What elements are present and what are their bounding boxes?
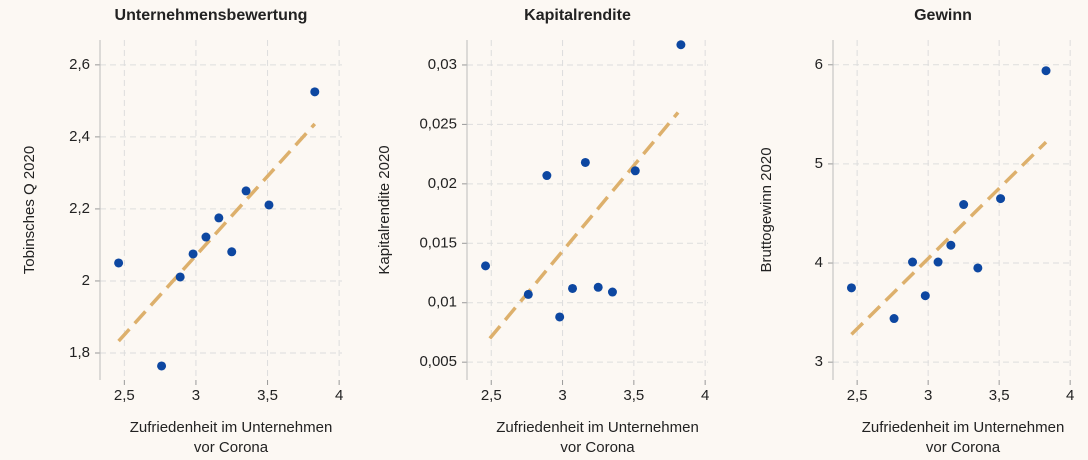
y-tick-label: 2 [82,272,90,289]
x-tick-label: 3 [558,387,566,404]
point [676,40,686,50]
point [846,283,856,293]
point [946,240,956,250]
y-tick-label: 0,025 [419,115,457,132]
y-tick-label: 0,03 [428,56,457,73]
point [188,249,198,259]
point [555,312,565,322]
point [933,257,943,267]
chart-title: Unternehmensbewertung [115,7,308,24]
point [568,283,578,293]
x-tick-label: 3,5 [623,387,644,404]
x-axis-label: vor Corona [926,439,1001,456]
y-tick-label: 1,8 [69,344,90,361]
point [889,314,899,324]
point [580,157,590,167]
point [214,213,224,223]
y-tick-label: 4 [815,254,823,271]
point [175,272,185,282]
y-tick-label: 2,2 [69,200,90,217]
y-tick-label: 0,015 [419,234,457,251]
point [114,258,124,268]
point [630,166,640,176]
x-axis-label: Zufriedenheit im Unternehmen [496,419,699,436]
point [157,361,167,371]
point [310,87,320,97]
chart-title: Gewinn [914,7,972,24]
point [908,257,918,267]
point [607,287,617,297]
x-tick-label: 3,5 [257,387,278,404]
x-tick-label: 2,5 [481,387,502,404]
point [481,261,491,271]
trend-line [488,111,680,340]
y-tick-label: 2,4 [69,128,90,145]
x-tick-label: 3,5 [989,387,1010,404]
trend-line [117,122,317,343]
point [959,200,969,210]
y-tick-label: 2,6 [69,56,90,73]
x-axis-label: Zufriedenheit im Unternehmen [130,419,333,436]
y-tick-label: 0,01 [428,294,457,311]
trend-line [850,140,1048,336]
y-tick-label: 5 [815,155,823,172]
point [542,171,552,181]
point [920,291,930,301]
y-axis-label: Tobinsches Q 2020 [21,146,38,274]
point [264,200,274,210]
x-tick-label: 3 [192,387,200,404]
point [227,247,237,257]
x-tick-label: 2,5 [847,387,868,404]
y-tick-label: 0,02 [428,175,457,192]
chart-title: Kapitalrendite [524,7,631,24]
point [241,186,251,196]
x-axis-label: vor Corona [194,439,269,456]
point [523,289,533,299]
point [593,282,603,292]
point [996,194,1006,204]
point [1041,66,1051,76]
point [201,232,211,242]
x-axis-label: Zufriedenheit im Unternehmen [862,419,1065,436]
y-tick-label: 3 [815,353,823,370]
x-axis-label: vor Corona [560,439,635,456]
x-tick-label: 4 [1066,387,1074,404]
y-tick-label: 6 [815,56,823,73]
x-tick-label: 2,5 [114,387,135,404]
x-tick-label: 4 [701,387,709,404]
y-tick-label: 0,005 [419,353,457,370]
point [973,263,983,273]
x-tick-label: 3 [924,387,932,404]
y-axis-label: Bruttogewinn 2020 [758,147,775,272]
y-axis-label: Kapitalrendite 2020 [376,145,393,274]
x-tick-label: 4 [335,387,343,404]
